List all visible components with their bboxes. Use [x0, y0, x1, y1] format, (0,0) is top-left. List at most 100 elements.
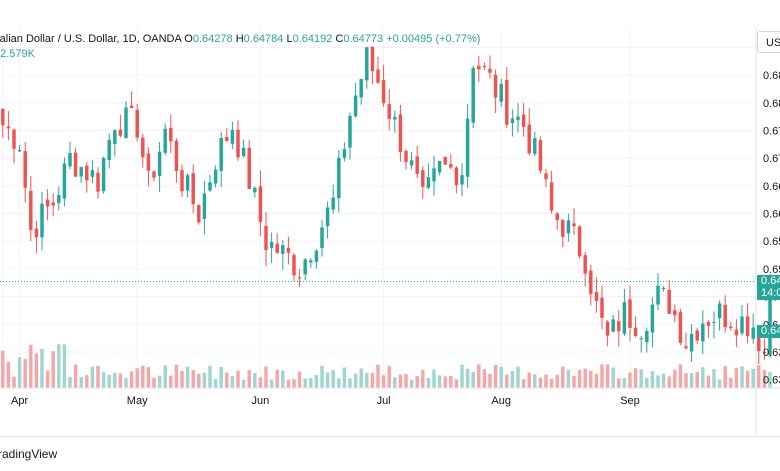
volume-bar: [247, 370, 251, 388]
candle-body: [129, 105, 134, 108]
volume-bar: [146, 367, 151, 388]
volume-bar: [381, 375, 386, 388]
high-value: 0.64784: [243, 33, 284, 45]
candle-body: [510, 118, 515, 123]
candle-body: [393, 116, 397, 120]
candle-body: [471, 67, 475, 123]
time-axis[interactable]: Apr May Jun Jul Aug Sep: [0, 387, 780, 407]
candle-body: [751, 327, 755, 339]
candle-body: [443, 156, 447, 165]
candle-body: [185, 175, 190, 191]
candle-body: [180, 170, 184, 192]
candle-body: [650, 304, 655, 333]
volume-bar: [309, 378, 313, 388]
candle-body: [645, 330, 649, 343]
candle-body: [152, 171, 156, 178]
candle-body: [230, 129, 235, 144]
candle-body: [583, 255, 587, 274]
volume-bar: [6, 361, 11, 388]
candle-body: [482, 66, 487, 68]
candle-body: [208, 182, 212, 191]
volume-bar: [656, 375, 660, 388]
volume-bar: [107, 374, 111, 388]
volume-bar: [600, 364, 604, 388]
price-tick-label: 0.67: [763, 125, 780, 137]
volume-bar: [236, 370, 240, 388]
volume-bar: [208, 365, 212, 388]
candle-body: [589, 270, 593, 295]
volume-bar: [79, 377, 83, 388]
volume-bar: [549, 378, 554, 388]
candle-body: [73, 152, 78, 177]
candle-body: [163, 128, 167, 153]
volume-bar: [426, 377, 431, 388]
candle-body: [320, 227, 324, 249]
candle-body: [241, 147, 246, 157]
candle-body: [689, 333, 694, 352]
candle-body: [544, 173, 548, 180]
volume-bar: [589, 370, 593, 388]
candle-body: [297, 277, 302, 279]
volume-bar: [527, 372, 531, 388]
price-tick-label: 0.63: [763, 375, 780, 387]
candle-body: [141, 137, 145, 158]
candle-body: [706, 321, 711, 326]
last-price-tag: 0.64 14:0: [757, 275, 780, 301]
symbol-legend: ralian Dollar / U.S. Dollar, 1D, OANDA O…: [0, 33, 480, 45]
volume-bar: [202, 372, 207, 388]
volume-bar: [141, 365, 145, 388]
volume-bar: [325, 372, 330, 388]
candle-body: [521, 114, 526, 127]
volume-bar: [348, 378, 352, 388]
candle-body: [566, 220, 571, 234]
last-price-value: 0.64: [761, 275, 780, 288]
volume-bar: [471, 371, 475, 388]
candle-body: [236, 129, 240, 158]
volume-bar: [230, 376, 235, 388]
candle-body: [331, 197, 335, 210]
candle-body: [421, 170, 425, 187]
high-label: H: [235, 33, 244, 45]
tradingview-brand[interactable]: radingView: [0, 447, 58, 461]
volume-bar: [695, 371, 699, 388]
candle-body: [505, 79, 509, 125]
volume-bar: [275, 369, 279, 388]
volume-bar: [404, 373, 408, 388]
candle-body: [225, 137, 229, 141]
candle-body: [404, 150, 408, 163]
currency-selector[interactable]: USD: [757, 31, 780, 53]
volume-bar: [673, 369, 677, 388]
candle-body: [387, 104, 391, 119]
volume-bar: [185, 366, 190, 388]
candle-body: [734, 329, 739, 336]
volume-bar: [45, 370, 50, 388]
volume-bar: [337, 378, 341, 388]
volume-bar: [533, 374, 537, 388]
price-tick-label: 0.65: [763, 236, 780, 248]
volume-bar: [762, 370, 767, 388]
volume-bar: [566, 369, 571, 388]
candle-body: [292, 254, 296, 276]
volume-bar: [734, 367, 739, 388]
candle-body: [146, 153, 151, 171]
candle-body: [757, 327, 761, 352]
volume-bar: [197, 373, 201, 388]
candle-body: [561, 220, 565, 238]
volume-bar: [62, 344, 67, 388]
volume-bar: [29, 344, 33, 388]
candle-body: [678, 312, 683, 343]
volume-bar: [12, 376, 16, 388]
volume-bar: [40, 349, 44, 388]
candle-body: [600, 297, 604, 318]
volume-bar: [387, 366, 391, 388]
candle-body: [6, 126, 11, 129]
volume-bar: [460, 364, 464, 388]
volume-bar: [269, 379, 274, 388]
bar-countdown: 14:0: [761, 287, 780, 300]
volume-bar: [538, 377, 543, 388]
volume-bar: [225, 372, 229, 388]
time-tick-label: Jul: [377, 395, 391, 407]
candle-body: [348, 115, 352, 148]
